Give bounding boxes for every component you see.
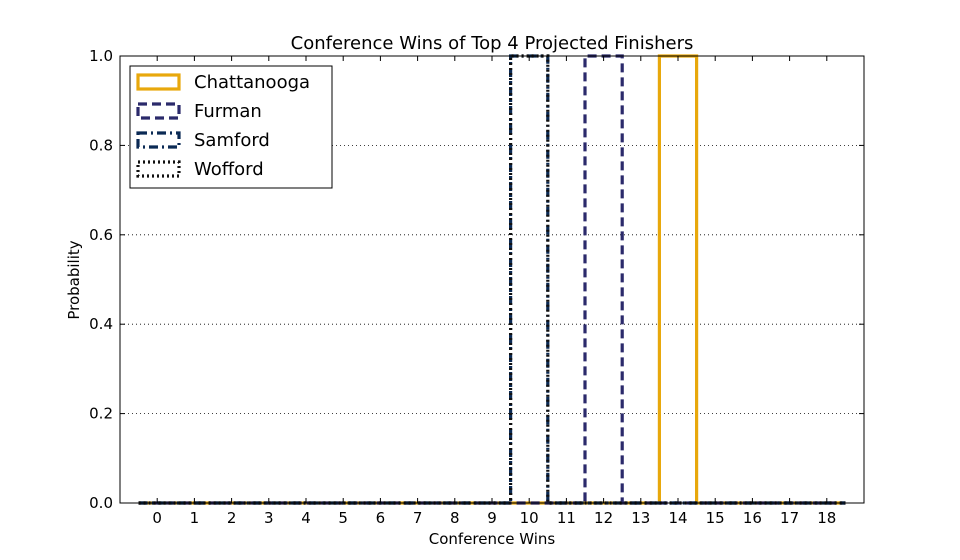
x-tick-label: 13: [631, 509, 650, 527]
legend-box: [129, 65, 333, 189]
legend-label-furman: Furman: [194, 101, 262, 122]
legend-label-samford: Samford: [194, 130, 270, 151]
x-tick-label: 0: [152, 509, 162, 527]
x-tick-label: 15: [706, 509, 725, 527]
x-tick-label: 1: [190, 509, 200, 527]
y-tick-label: 0.8: [89, 136, 113, 154]
legend-label-wofford: Wofford: [194, 159, 264, 180]
y-tick-label: 0.4: [89, 315, 113, 333]
x-axis-ticks: 0 1 2 3 4 5 6 7 8 9 10 11 12 13 14 15 16 17 18: [152, 56, 836, 527]
x-tick-label: 4: [301, 509, 311, 527]
y-tick-label: 1.0: [89, 47, 113, 65]
x-tick-label: 16: [743, 509, 762, 527]
y-tick-label: 0.6: [89, 226, 113, 244]
y-axis-ticks: 0.0 0.2 0.4 0.6 0.8 1.0: [89, 47, 864, 512]
y-tick-label: 0.0: [89, 494, 113, 512]
x-tick-label: 8: [450, 509, 460, 527]
y-tick-label: 0.2: [89, 405, 113, 423]
x-tick-label: 5: [338, 509, 348, 527]
x-tick-label: 9: [487, 509, 497, 527]
x-tick-label: 18: [817, 509, 836, 527]
x-tick-label: 14: [668, 509, 687, 527]
legend-swatch-wofford: [136, 160, 181, 178]
x-tick-label: 17: [780, 509, 799, 527]
y-axis-label: Probability: [65, 240, 83, 319]
x-tick-label: 3: [264, 509, 274, 527]
x-tick-label: 10: [520, 509, 539, 527]
legend-swatch-samford: [136, 131, 181, 149]
legend-swatch-chattanooga: [136, 73, 181, 91]
legend-swatch-furman: [136, 102, 181, 120]
legend-label-chattanooga: Chattanooga: [194, 72, 310, 93]
x-tick-label: 6: [376, 509, 386, 527]
x-tick-label: 7: [413, 509, 423, 527]
x-axis-label: Conference Wins: [429, 530, 556, 548]
x-tick-label: 2: [227, 509, 237, 527]
legend: Chattanooga Furman Samford Wofford: [129, 65, 333, 189]
x-tick-label: 11: [557, 509, 576, 527]
chart-title: Conference Wins of Top 4 Projected Finis…: [291, 33, 694, 54]
x-tick-label: 12: [594, 509, 613, 527]
